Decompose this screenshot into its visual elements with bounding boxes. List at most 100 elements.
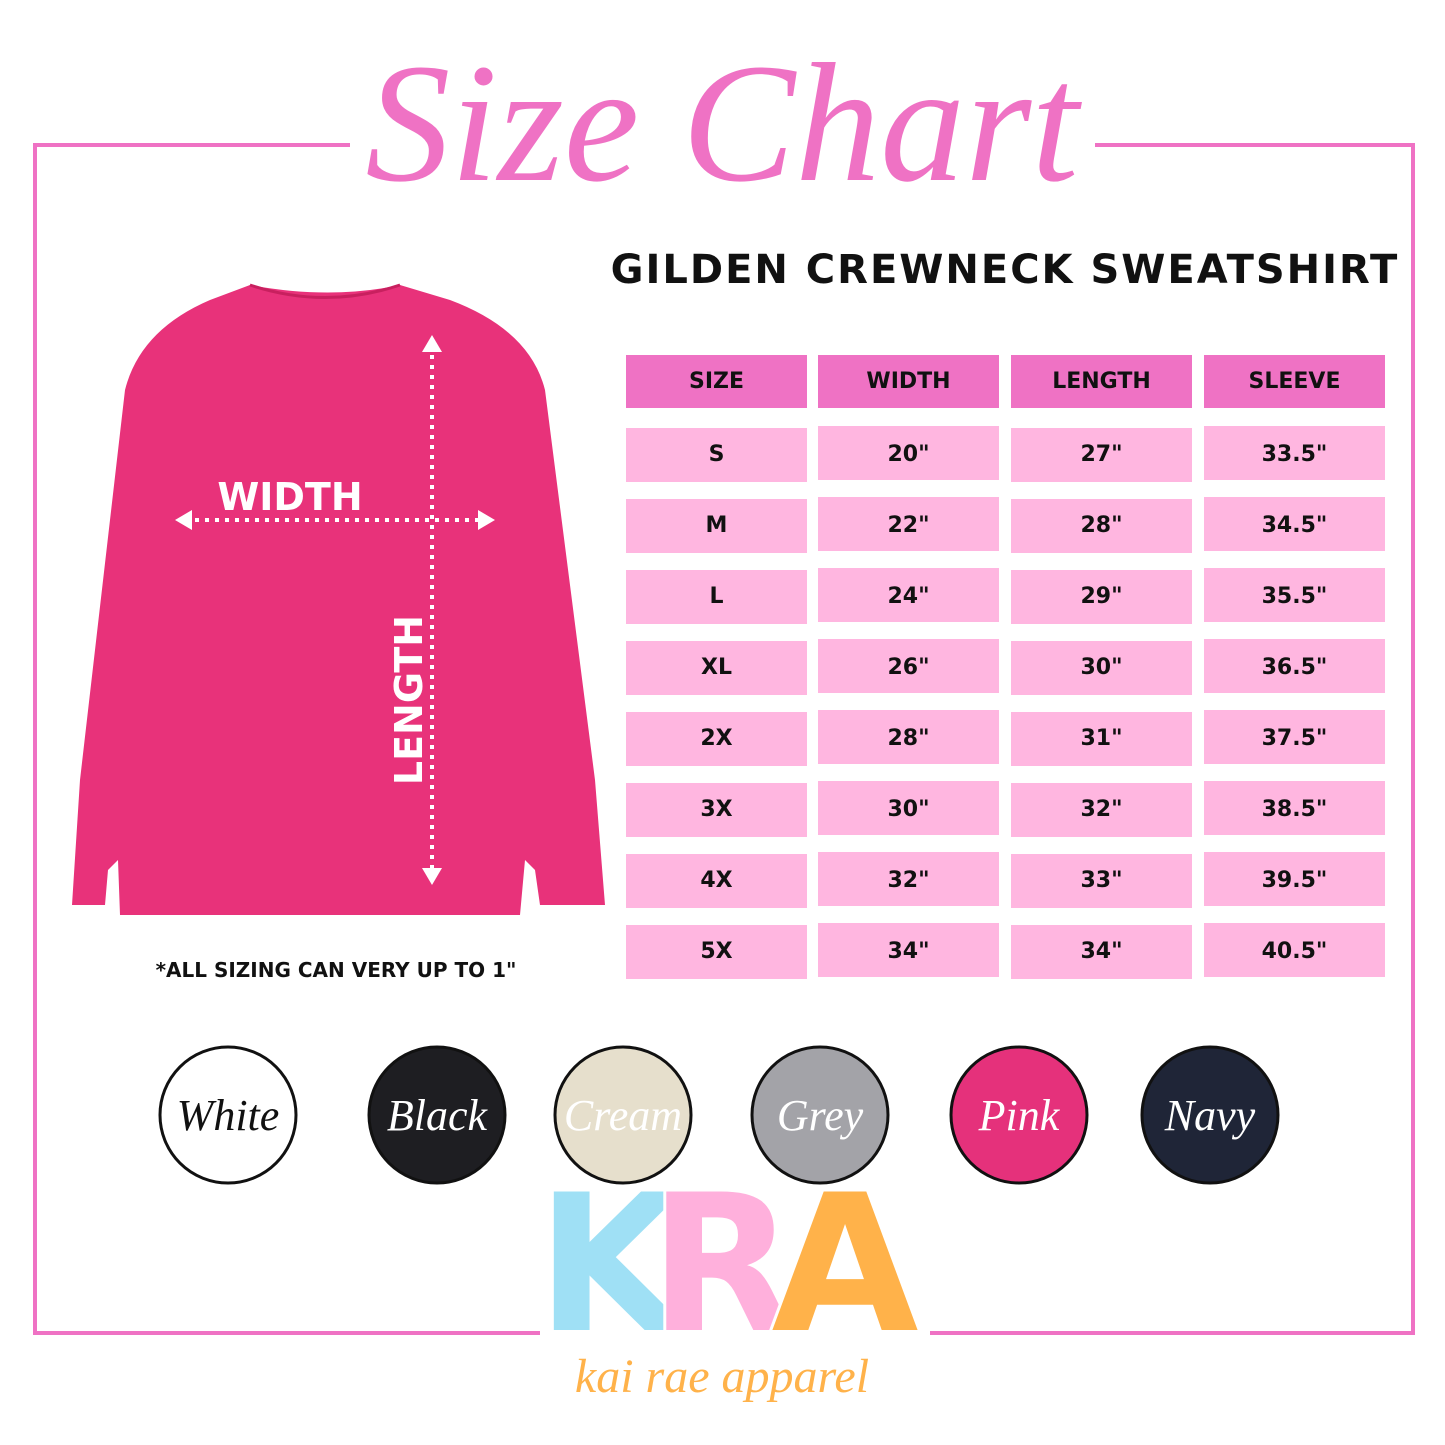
sizing-note: *ALL SIZING CAN VERY UP TO 1": [156, 958, 517, 982]
cell-text: 36.5": [1262, 655, 1328, 680]
table-cell: [1011, 641, 1192, 695]
cell-text: 33": [1080, 868, 1122, 893]
table-cell: [818, 852, 999, 906]
table-cell: [818, 781, 999, 835]
cell-text: M: [706, 513, 728, 538]
logo-letter: R: [649, 1154, 795, 1375]
cell-text: 33.5": [1262, 442, 1328, 467]
swatch-circle: [750, 1045, 890, 1185]
frame: [33, 143, 1415, 1335]
cell-text: 39.5": [1262, 868, 1328, 893]
table-cell: [818, 639, 999, 693]
title: Size Chart: [365, 29, 1082, 217]
header-cell: [818, 355, 999, 408]
header-label: SIZE: [689, 369, 744, 394]
table-cell: [1204, 639, 1385, 693]
size-table: SIZE WIDTH LENGTH SLEEVE S 20" 27" 33.5" M 22" 28"…: [626, 355, 1385, 979]
cell-text: 37.5": [1262, 726, 1328, 751]
header-cell: [1204, 355, 1385, 408]
header-label: WIDTH: [866, 369, 950, 394]
table-cell: [1011, 854, 1192, 908]
table-cell: [1011, 925, 1192, 979]
length-label: LENGTH: [387, 615, 431, 785]
cell-text: 20": [887, 442, 929, 467]
cell-text: 35.5": [1262, 584, 1328, 609]
cell-text: 5X: [700, 939, 732, 964]
cell-text: 29": [1080, 584, 1122, 609]
cell-text: 30": [887, 797, 929, 822]
table-cell: [626, 854, 807, 908]
swatch-circle: [158, 1045, 298, 1185]
sweatshirt: WIDTH LENGTH: [72, 283, 605, 915]
swatch-circle: [949, 1045, 1089, 1185]
header-cell: [1011, 355, 1192, 408]
width-label: WIDTH: [217, 475, 362, 519]
color-swatch: Black: [367, 1045, 507, 1185]
cell-text: 28": [1080, 513, 1122, 538]
swatch-name: Navy: [1164, 1091, 1256, 1140]
table-cell: [1011, 783, 1192, 837]
swatch-name: Black: [387, 1091, 489, 1140]
color-swatch: Navy: [1140, 1045, 1280, 1185]
color-swatch: Pink: [949, 1045, 1089, 1185]
table-cell: [818, 710, 999, 764]
cell-text: 2X: [700, 726, 732, 751]
table-cell: [1204, 426, 1385, 480]
subtitle: GILDEN CREWNECK SWEATSHIRT: [611, 247, 1400, 293]
table-cell: [1204, 852, 1385, 906]
cell-text: 34": [1080, 939, 1122, 964]
table-cell: [626, 641, 807, 695]
table-cell: [1204, 497, 1385, 551]
swatch-name: Pink: [978, 1091, 1061, 1140]
header-cell: [626, 355, 807, 408]
color-swatch: White: [158, 1045, 298, 1185]
table-cell: [818, 568, 999, 622]
color-swatch: Cream: [553, 1045, 693, 1185]
swatch-name: Grey: [777, 1091, 864, 1140]
cell-text: 3X: [700, 797, 732, 822]
cell-text: S: [709, 442, 725, 467]
cell-text: L: [709, 584, 723, 609]
cell-text: 22": [887, 513, 929, 538]
table-cell: [818, 923, 999, 977]
table-cell: [1011, 499, 1192, 553]
table-cell: [1204, 781, 1385, 835]
table-cell: [1011, 570, 1192, 624]
table-cell: [626, 499, 807, 553]
table-cell: [1204, 923, 1385, 977]
table-cell: [1204, 568, 1385, 622]
table-cell: [626, 428, 807, 482]
cell-text: 26": [887, 655, 929, 680]
cell-text: 27": [1080, 442, 1122, 467]
swatch-name: White: [177, 1091, 280, 1140]
cell-text: XL: [701, 655, 732, 680]
cell-text: 34.5": [1262, 513, 1328, 538]
cell-text: 30": [1080, 655, 1122, 680]
table-cell: [626, 712, 807, 766]
table-cell: [626, 570, 807, 624]
table-cell: [818, 426, 999, 480]
table-cell: [1011, 428, 1192, 482]
swatch-circle: [367, 1045, 507, 1185]
table-cell: [626, 783, 807, 837]
cell-text: 4X: [700, 868, 732, 893]
table-cell: [1204, 710, 1385, 764]
cell-text: 32": [1080, 797, 1122, 822]
logo-tagline: kai rae apparel: [575, 1350, 869, 1403]
logo-letter: A: [771, 1154, 918, 1375]
cell-text: 38.5": [1262, 797, 1328, 822]
cell-text: 40.5": [1262, 939, 1328, 964]
header-label: SLEEVE: [1249, 369, 1341, 394]
swatch-circle: [553, 1045, 693, 1185]
cell-text: 34": [887, 939, 929, 964]
cell-text: 24": [887, 584, 929, 609]
table-cell: [1011, 712, 1192, 766]
cell-text: 28": [887, 726, 929, 751]
logo-letter: K: [536, 1154, 689, 1375]
header-label: LENGTH: [1052, 369, 1151, 394]
table-cell: [818, 497, 999, 551]
color-swatch: Grey: [750, 1045, 890, 1185]
table-cell: [626, 925, 807, 979]
